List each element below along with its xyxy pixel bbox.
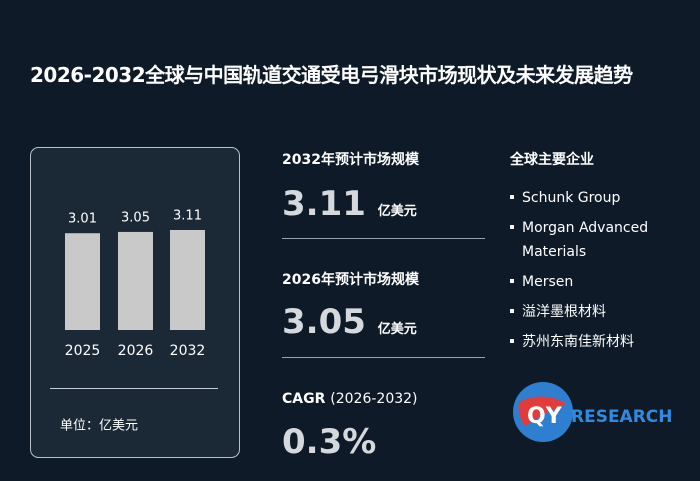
cagr-label: CAGR: [282, 391, 326, 407]
cagr-heading: CAGR (2026-2032): [282, 391, 418, 407]
divider: [282, 357, 485, 358]
x-tick-label: 2026: [118, 343, 154, 359]
companies-title: 全球主要企业: [510, 152, 594, 168]
company-item: Schunk Group: [510, 186, 670, 210]
bar: [118, 231, 153, 330]
stat-label: 2026年预计市场规模: [282, 272, 419, 288]
divider: [282, 238, 485, 239]
x-tick-label: 2032: [170, 343, 206, 359]
page-title: 2026-2032全球与中国轨道交通受电弓滑块市场现状及未来发展趋势: [30, 63, 633, 87]
stat-value-row: 3.05 亿美元: [282, 302, 417, 342]
logo-text: RESEARCH: [571, 407, 673, 427]
bar: [65, 233, 100, 330]
value-label: 3.01: [68, 212, 97, 227]
stat-unit: 亿美元: [377, 204, 417, 219]
cagr-period: (2026-2032): [330, 391, 418, 407]
value-label: 3.05: [121, 210, 150, 225]
stat-value: 3.11: [282, 184, 366, 224]
logo-swoosh: [518, 396, 567, 426]
stat-value: 3.05: [282, 302, 366, 342]
company-item: Mersen: [510, 270, 670, 294]
stat-value-row: 3.11 亿美元: [282, 184, 417, 224]
unit-label: 单位：亿美元: [60, 419, 138, 434]
logo-mark: QY: [527, 404, 563, 429]
stat-label: 2032年预计市场规模: [282, 152, 419, 168]
bar: [170, 230, 205, 330]
value-label: 3.11: [173, 209, 202, 224]
company-item: 溢洋墨根材料: [510, 300, 670, 324]
company-item: 苏州东南佳新材料: [510, 330, 670, 354]
cagr-value: 0.3%: [282, 422, 377, 462]
company-item: Morgan Advanced Materials: [510, 216, 670, 264]
logo: QY RESEARCH: [513, 382, 673, 442]
x-tick-label: 2025: [65, 343, 101, 359]
stat-unit: 亿美元: [377, 322, 417, 337]
company-list: Schunk Group Morgan Advanced Materials Mer…: [510, 186, 670, 360]
